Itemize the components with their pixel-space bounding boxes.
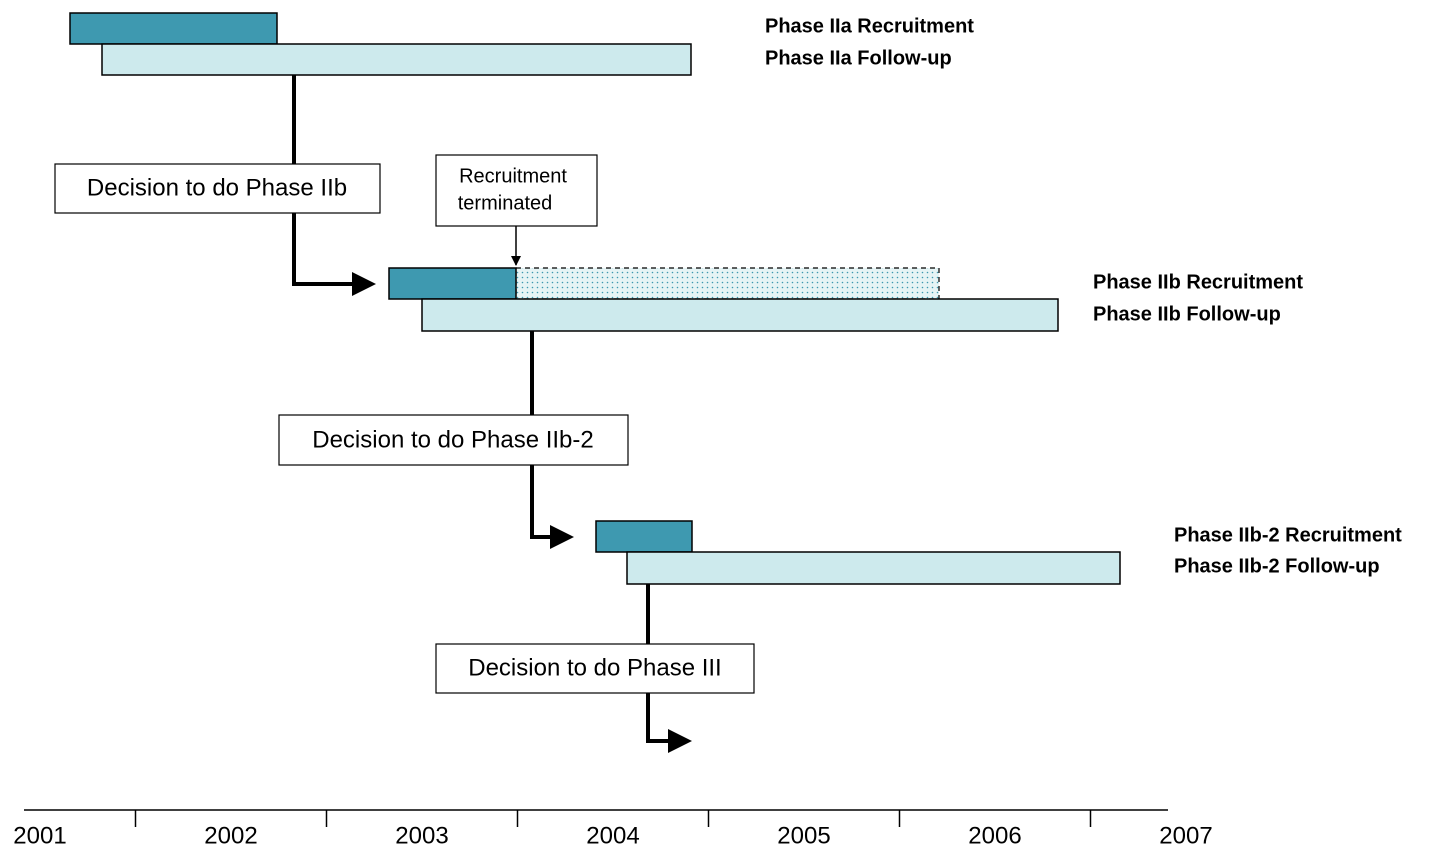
phase-label: Phase IIa Recruitment (765, 15, 974, 37)
follow-up-bar (626, 551, 1121, 585)
axis: 2001 2002 2003 2004 2005 2006 2007 (13, 810, 1213, 847)
note-label: Recruitment (459, 165, 567, 187)
year-label: 2006 (968, 822, 1021, 847)
terminated-bar (515, 267, 940, 300)
decision-label: Decision to do Phase IIb-2 (312, 426, 594, 453)
phase-label: Phase IIb Follow-up (1093, 303, 1281, 325)
flow-arrow (530, 331, 574, 549)
note-box (435, 154, 598, 227)
year-label: 2004 (586, 822, 639, 847)
year-label: 2007 (1159, 822, 1212, 847)
year-label: 2003 (395, 822, 448, 847)
decision-label: Decision to do Phase IIb (87, 174, 347, 201)
decision-box (435, 643, 755, 694)
recruitment-bar (388, 267, 517, 300)
year-label: 2002 (204, 822, 257, 847)
phase-label: Phase IIb-2 Follow-up (1174, 555, 1380, 577)
year-label: 2001 (13, 822, 66, 847)
recruitment-bar (595, 520, 693, 553)
flow-arrow (646, 584, 692, 753)
phase-label: Phase IIa Follow-up (765, 47, 952, 69)
follow-up-bar (421, 298, 1059, 332)
decision-label: Decision to do Phase III (468, 654, 721, 681)
follow-up-bar (101, 43, 692, 76)
phase-label: Phase IIb-2 Recruitment (1174, 524, 1402, 546)
year-label: 2005 (777, 822, 830, 847)
decision-box (278, 414, 629, 466)
note-label: terminated (458, 192, 553, 214)
flow-arrow (292, 75, 376, 296)
recruitment-bar (69, 12, 278, 45)
decision-box (54, 163, 381, 214)
phase-label: Phase IIb Recruitment (1093, 271, 1303, 293)
